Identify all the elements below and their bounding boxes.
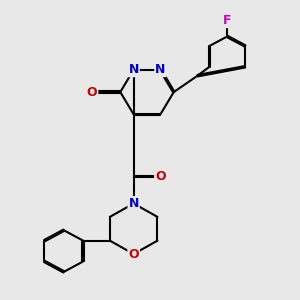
Text: O: O <box>87 85 98 98</box>
Text: N: N <box>128 63 139 76</box>
Text: O: O <box>128 248 139 260</box>
Text: F: F <box>223 14 232 27</box>
Text: O: O <box>155 170 166 183</box>
Text: N: N <box>128 197 139 210</box>
Text: N: N <box>155 63 166 76</box>
